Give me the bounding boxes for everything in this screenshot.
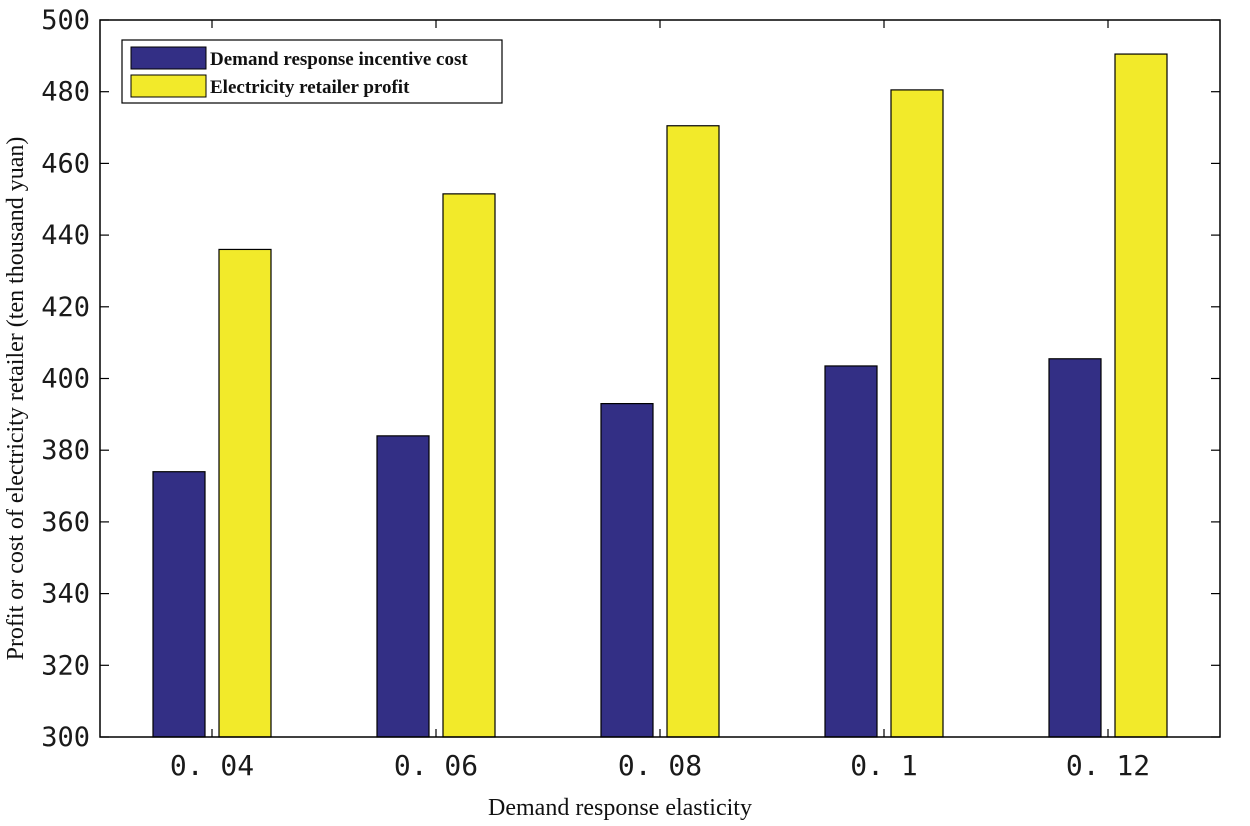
y-tick-label: 380 <box>41 435 90 466</box>
bar-incentive-cost-1 <box>376 435 430 738</box>
legend-label: Electricity retailer profit <box>210 77 410 98</box>
x-tick-label: 0. 1 <box>850 749 917 782</box>
x-tick-label: 0. 06 <box>394 749 478 782</box>
bar-retailer-profit-0 <box>218 248 272 738</box>
x-axis-title: Demand response elasticity <box>488 795 752 821</box>
y-tick-label: 400 <box>41 364 90 395</box>
y-tick-label: 460 <box>41 148 90 179</box>
x-tick-label: 0. 12 <box>1066 749 1150 782</box>
bar-incentive-cost-3 <box>824 365 878 738</box>
x-tick-label: 0. 08 <box>618 749 702 782</box>
legend-label: Demand response incentive cost <box>210 49 468 70</box>
y-tick-label: 440 <box>41 220 90 251</box>
y-tick-label: 480 <box>41 77 90 108</box>
bar-incentive-cost-0 <box>152 471 206 738</box>
y-tick-label: 340 <box>41 579 90 610</box>
bar-incentive-cost-2 <box>600 402 654 738</box>
legend-swatch-incentive-cost <box>130 46 207 70</box>
legend-swatch-retailer-profit <box>130 74 207 98</box>
plot-frame <box>99 19 1221 738</box>
y-tick-label: 360 <box>41 507 90 538</box>
y-tick-label: 420 <box>41 292 90 323</box>
y-axis-title: Profit or cost of electricity retailer (… <box>3 137 29 661</box>
bar-retailer-profit-1 <box>442 193 496 738</box>
y-tick-label: 300 <box>41 722 90 753</box>
y-tick-label: 500 <box>41 5 90 36</box>
bar-retailer-profit-4 <box>1114 53 1168 738</box>
x-tick-label: 0. 04 <box>170 749 254 782</box>
y-tick-label: 320 <box>41 650 90 681</box>
bar-incentive-cost-4 <box>1048 358 1102 738</box>
bar-retailer-profit-3 <box>890 89 944 738</box>
bar-retailer-profit-2 <box>666 125 720 738</box>
